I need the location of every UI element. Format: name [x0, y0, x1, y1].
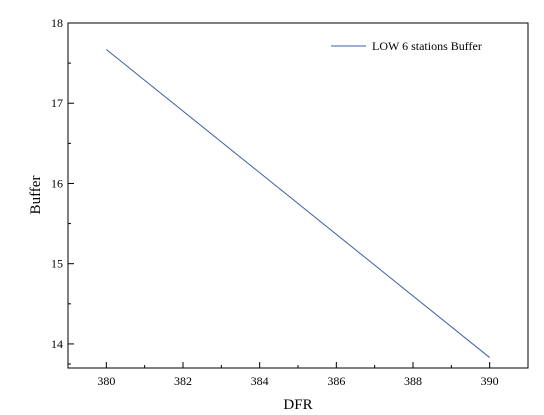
x-tick-label: 380 — [97, 374, 115, 388]
legend: LOW 6 stations Buffer — [331, 39, 482, 53]
x-tick-label: 388 — [404, 374, 422, 388]
x-tick-label: 382 — [174, 374, 192, 388]
y-axis-ticks: 14 15 16 17 18 — [51, 16, 74, 365]
x-axis-ticks: 380 382 384 386 388 390 — [97, 362, 499, 388]
y-axis-title: Buffer — [28, 176, 44, 215]
x-axis-title: DFR — [283, 397, 312, 413]
y-tick-label: 14 — [51, 337, 63, 351]
x-tick-label: 390 — [481, 374, 499, 388]
x-tick-label: 386 — [327, 374, 345, 388]
y-tick-label: 18 — [51, 16, 63, 30]
series-line — [106, 49, 490, 358]
y-tick-label: 15 — [51, 257, 63, 271]
y-tick-label: 16 — [51, 176, 63, 190]
legend-label: LOW 6 stations Buffer — [372, 39, 482, 53]
y-tick-label: 17 — [51, 96, 63, 110]
x-tick-label: 384 — [251, 374, 269, 388]
series-group — [106, 49, 490, 358]
